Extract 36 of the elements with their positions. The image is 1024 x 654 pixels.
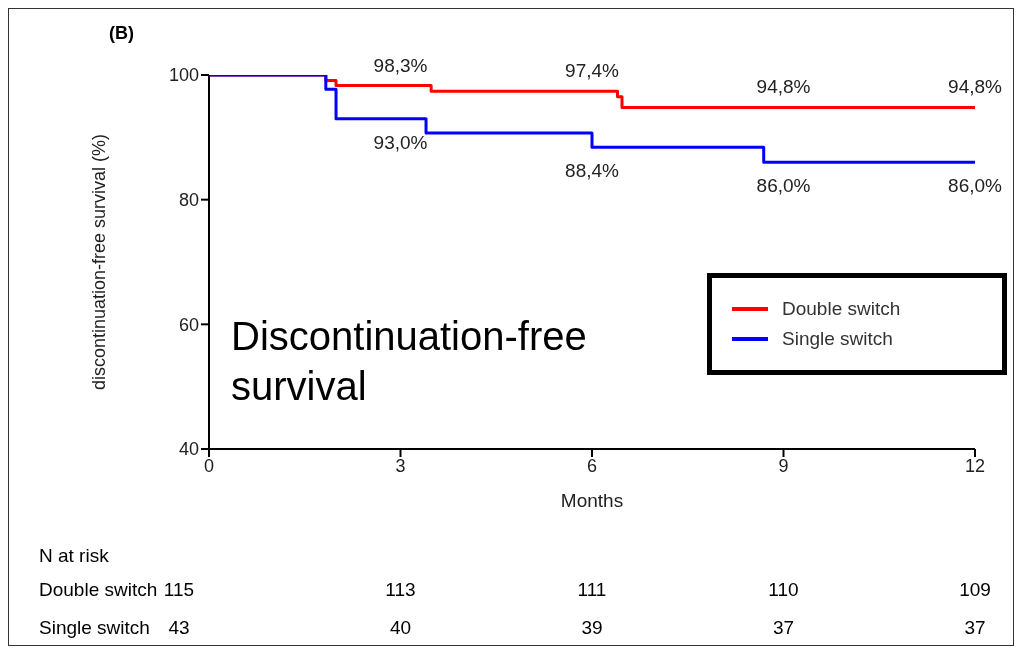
chart-title: (B) <box>109 23 134 44</box>
y-tick-label: 100 <box>168 65 199 86</box>
x-tick-label: 9 <box>778 455 789 476</box>
text: N at risk <box>39 545 109 567</box>
data-label: 86,0% <box>948 175 1003 197</box>
legend-label: Double switch <box>781 298 902 320</box>
x-axis-title: Months <box>560 490 624 511</box>
annotation: Discontinuation-free survival <box>231 313 588 410</box>
data-label: 93,0% <box>373 131 428 153</box>
text: 37 <box>771 617 796 639</box>
x-tick-label: 0 <box>203 455 215 476</box>
data-label: 97,4% <box>565 60 620 82</box>
data-label: 86,0% <box>756 175 811 197</box>
text: Single switch <box>39 617 150 639</box>
y-tick-label: 80 <box>178 190 199 211</box>
y-tick-label: 40 <box>178 439 199 460</box>
data-label: 94,8% <box>756 76 811 98</box>
y-tick-label: 60 <box>178 314 199 335</box>
text: 115 <box>163 579 195 600</box>
text: 113 <box>384 579 417 601</box>
x-tick-label: 6 <box>586 455 598 476</box>
text: 39 <box>580 617 604 639</box>
y-axis-title: discontinuation-free survival (%) <box>89 133 110 391</box>
text: 110 <box>767 579 800 601</box>
data-label: 94,8% <box>948 76 1003 98</box>
text: 109 <box>958 579 992 601</box>
text: Double switch <box>39 579 158 601</box>
text: 111 <box>576 579 608 601</box>
legend-label: Single switch <box>781 328 894 350</box>
x-tick-label: 12 <box>964 455 986 476</box>
x-tick-label: 3 <box>395 455 406 476</box>
text: 37 <box>963 617 987 639</box>
text: 40 <box>388 617 413 639</box>
data-label: 98,3% <box>373 54 428 76</box>
text: 43 <box>167 617 191 639</box>
data-label: 88,4% <box>565 160 620 182</box>
